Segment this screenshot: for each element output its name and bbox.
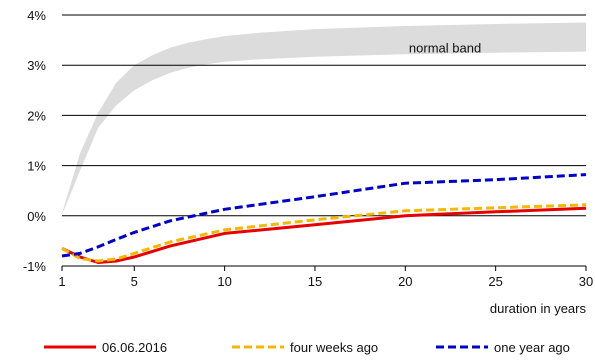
y-tick-label: 1% bbox=[27, 159, 46, 174]
legend-swatch-series-3 bbox=[436, 345, 488, 349]
y-tick-label: 4% bbox=[27, 8, 46, 23]
x-tick-label: 20 bbox=[398, 274, 412, 289]
x-tick-label: 30 bbox=[579, 274, 593, 289]
y-tick-label: 2% bbox=[27, 108, 46, 123]
legend-label-series-2: four weeks ago bbox=[290, 339, 379, 355]
x-tick-label: 10 bbox=[217, 274, 231, 289]
legend-label-series-3: one year ago bbox=[494, 339, 570, 355]
y-tick-label: -1% bbox=[23, 259, 47, 274]
legend-label-series-1: 06.06.2016 bbox=[102, 339, 168, 355]
band-label: normal band bbox=[409, 41, 481, 56]
legend-item-series-1: 06.06.2016 bbox=[44, 337, 167, 357]
series-line-3 bbox=[61, 173, 587, 258]
legend-item-series-3: one year ago bbox=[436, 337, 570, 357]
legend-swatch-series-1 bbox=[44, 345, 96, 349]
legend-swatch-series-2 bbox=[232, 345, 284, 349]
normal-band-layer bbox=[62, 22, 586, 215]
y-tick-label: 0% bbox=[27, 209, 46, 224]
normal-band-area bbox=[62, 22, 586, 215]
x-tick-label: 5 bbox=[131, 274, 138, 289]
series-lines bbox=[61, 173, 587, 264]
x-axis-label: duration in years bbox=[490, 301, 587, 316]
axes: -1%0%1%2%3%4%1 5 10 15 20 25 30 bbox=[23, 8, 593, 289]
x-tick-label: 15 bbox=[308, 274, 322, 289]
y-tick-label: 3% bbox=[27, 58, 46, 73]
series-line-1 bbox=[61, 206, 587, 264]
x-tick-label: 25 bbox=[488, 274, 502, 289]
series-line-2 bbox=[61, 203, 587, 263]
x-tick-label: 1 bbox=[58, 274, 65, 289]
chart-canvas: -1%0%1%2%3%4%1 5 10 15 20 25 30 normal band du… bbox=[23, 8, 593, 316]
legend-item-series-2: four weeks ago bbox=[232, 337, 378, 357]
